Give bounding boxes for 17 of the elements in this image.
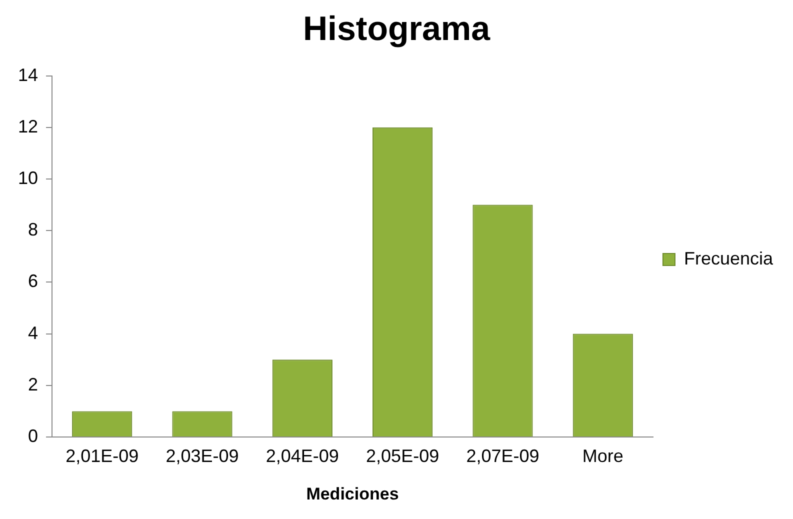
- chart-title: Histograma: [302, 10, 492, 48]
- y-tick-label: 12: [18, 116, 38, 136]
- y-tick-label: 10: [18, 168, 38, 188]
- x-tick-label: 2,04E-09: [266, 446, 339, 466]
- x-tick-label: 2,01E-09: [66, 446, 139, 466]
- x-tick-label: 2,05E-09: [366, 446, 440, 466]
- y-tick-label: 4: [28, 322, 38, 343]
- x-axis-title: Mediciones: [306, 484, 399, 504]
- x-tick-label: 2,03E-09: [166, 446, 239, 466]
- x-tick-label: 2,07E-09: [466, 446, 540, 466]
- y-tick-label: 14: [18, 64, 38, 85]
- y-tick-label: 0: [28, 426, 38, 446]
- x-tick-label: More: [582, 446, 624, 466]
- y-tick-label: 2: [28, 374, 38, 394]
- legend-label: Frecuencia: [684, 248, 774, 268]
- y-tick-label: 6: [28, 271, 38, 292]
- y-tick-label: 8: [28, 220, 38, 240]
